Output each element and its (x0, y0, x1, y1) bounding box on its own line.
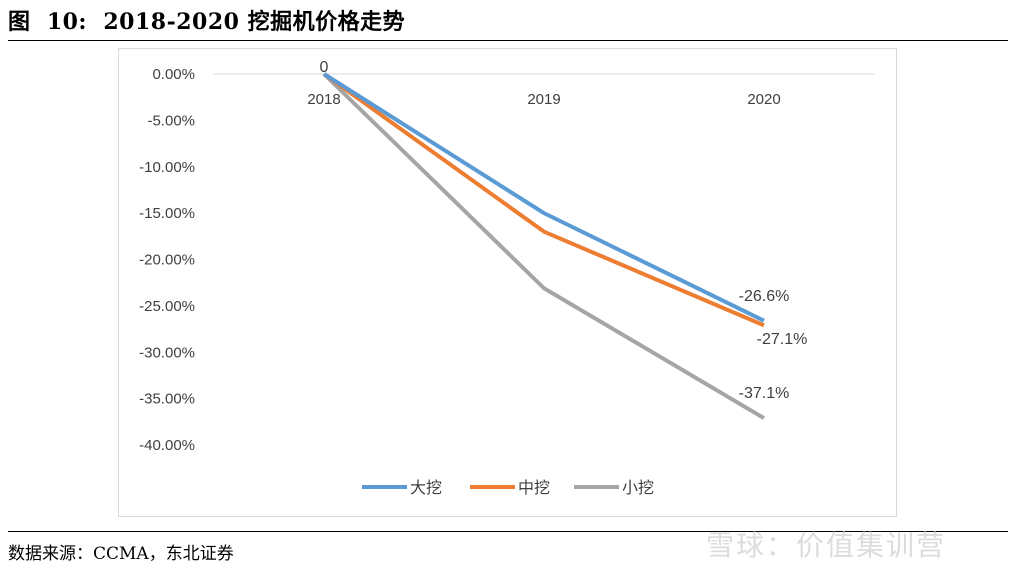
y-tick-label: -5.00% (147, 112, 195, 129)
y-tick-label: -25.00% (139, 298, 195, 315)
source-note: 数据来源：CCMA，东北证券 (8, 544, 234, 564)
legend-label: 小挖 (622, 479, 654, 497)
x-tick-label: 2019 (527, 91, 560, 108)
x-tick-label: 2018 (307, 91, 340, 108)
data-label: -27.1% (757, 331, 808, 348)
series-line-小挖 (322, 72, 766, 420)
y-tick-label: -20.00% (139, 252, 195, 269)
top-rule (8, 40, 1008, 41)
chart-frame (118, 48, 897, 517)
y-tick-label: 0.00% (152, 66, 195, 83)
series-line-大挖 (322, 72, 765, 323)
x-tick-label: 2020 (747, 91, 780, 108)
y-tick-label: -10.00% (139, 159, 195, 176)
legend-label: 中挖 (518, 479, 550, 497)
series-line-中挖 (322, 72, 765, 328)
figure-title: 图 10: 2018-2020 挖掘机价格走势 (8, 9, 406, 35)
y-tick-label: -40.00% (139, 437, 195, 454)
data-label: -37.1% (739, 385, 790, 402)
y-tick-label: -35.00% (139, 391, 195, 408)
bottom-rule (8, 531, 1008, 532)
data-label: 0 (320, 59, 329, 76)
y-tick-label: -30.00% (139, 344, 195, 361)
watermark: 雪球：价值集训营 (706, 529, 947, 562)
legend-label: 大挖 (410, 479, 442, 497)
y-tick-label: -15.00% (139, 205, 195, 222)
data-label: -26.6% (739, 288, 790, 305)
